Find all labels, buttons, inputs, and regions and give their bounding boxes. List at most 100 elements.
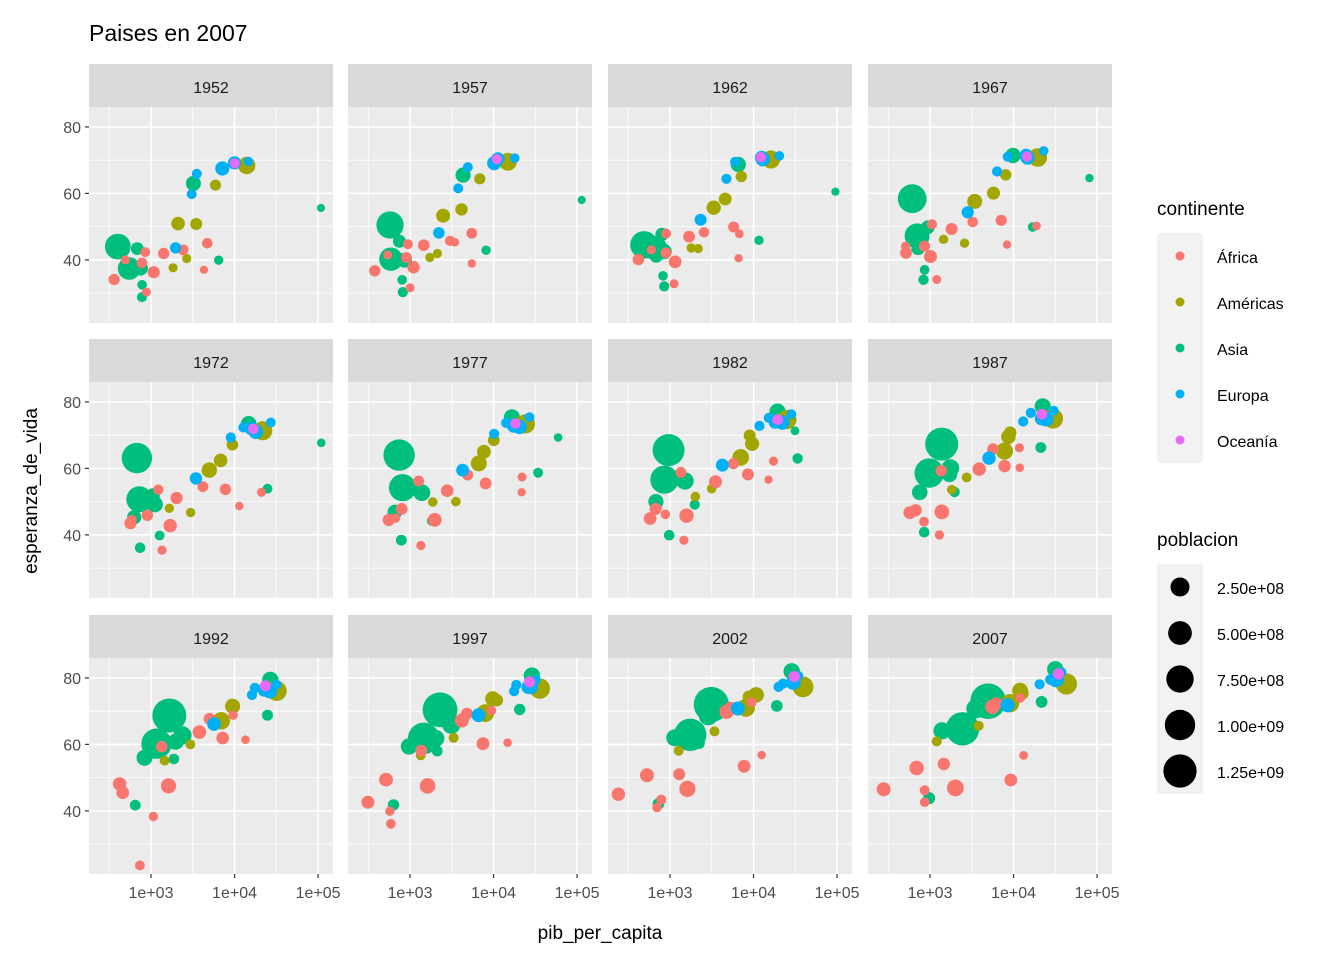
data-point — [771, 700, 783, 712]
y-tick-label: 80 — [63, 395, 81, 412]
data-point — [992, 166, 1003, 177]
data-point — [934, 504, 950, 520]
data-point — [189, 472, 203, 485]
facet-panel-1997: 1997 1e+03 1e+04 1e+05 — [348, 615, 600, 902]
data-point — [201, 462, 217, 478]
legend-label: África — [1217, 248, 1258, 267]
data-point — [153, 484, 164, 495]
data-point — [727, 458, 740, 470]
data-point — [383, 250, 393, 260]
data-point — [413, 475, 424, 487]
data-point — [660, 247, 672, 259]
data-point — [747, 697, 757, 707]
data-point — [127, 514, 137, 525]
data-point — [159, 755, 170, 766]
data-point — [909, 760, 924, 776]
data-point — [455, 203, 468, 216]
data-point — [388, 474, 417, 502]
data-point — [462, 162, 473, 173]
data-point — [734, 229, 744, 239]
data-point — [369, 265, 381, 277]
data-point — [402, 239, 413, 250]
data-point — [116, 786, 130, 799]
data-point — [1034, 679, 1045, 690]
data-point — [652, 802, 662, 813]
facet-strip — [348, 339, 592, 382]
data-point — [831, 187, 840, 196]
size-legend-label: 7.50e+08 — [1217, 673, 1284, 690]
facet-panels: 1952 40 60 80 1957 1962 1967 1972 40 60 80 1977 1982… — [63, 64, 1120, 902]
facet-strip — [348, 64, 592, 107]
data-point — [1019, 751, 1028, 760]
data-point — [660, 509, 671, 520]
data-point — [919, 516, 929, 527]
data-point — [649, 502, 662, 515]
data-point — [730, 701, 745, 716]
data-point — [646, 245, 656, 255]
data-point — [216, 731, 229, 745]
data-point — [417, 239, 430, 251]
data-point — [481, 245, 491, 255]
x-tick-label: 1e+03 — [388, 885, 433, 902]
data-point — [918, 526, 930, 538]
data-point — [509, 153, 520, 163]
data-point — [688, 723, 706, 742]
data-point — [215, 161, 230, 176]
data-point — [379, 772, 393, 787]
facet-panel-1957: 1957 — [348, 64, 592, 323]
data-point — [501, 417, 512, 428]
y-tick-label: 60 — [63, 186, 81, 203]
data-point — [397, 275, 407, 285]
data-point — [897, 184, 927, 214]
data-point — [415, 744, 428, 757]
data-point — [152, 698, 187, 733]
facet-strip — [868, 339, 1112, 382]
data-point — [137, 280, 147, 290]
data-point — [508, 686, 520, 697]
data-point — [764, 475, 773, 484]
data-point — [170, 491, 183, 505]
data-point — [686, 243, 696, 253]
facet-strip-label: 1992 — [193, 631, 229, 648]
data-point — [788, 671, 800, 683]
data-point — [433, 227, 445, 239]
data-point — [947, 779, 964, 797]
data-point — [673, 745, 684, 756]
data-point — [428, 497, 438, 507]
data-point — [225, 698, 238, 712]
data-point — [192, 725, 207, 739]
data-point — [262, 709, 273, 721]
legend-label: Europa — [1217, 388, 1269, 405]
data-point — [450, 237, 460, 247]
data-point — [694, 213, 707, 226]
data-point — [1004, 426, 1017, 439]
panel-background — [348, 658, 592, 874]
data-point — [937, 757, 950, 771]
data-point — [185, 739, 196, 750]
data-point — [1015, 693, 1026, 703]
data-point — [743, 429, 756, 442]
x-tick-label: 1e+04 — [471, 885, 516, 902]
data-point — [395, 534, 407, 546]
facet-strip — [868, 64, 1112, 107]
facet-panel-1992: 1992 40 60 80 1e+03 1e+04 1e+05 — [63, 615, 341, 902]
data-point — [914, 458, 944, 488]
data-point — [259, 680, 271, 692]
data-point — [792, 453, 803, 464]
data-point — [901, 241, 911, 251]
data-point — [1002, 240, 1012, 249]
chart-title: Paises en 2007 — [89, 20, 248, 46]
data-point — [490, 694, 504, 707]
x-tick-label: 1e+04 — [991, 885, 1036, 902]
data-point — [524, 676, 536, 688]
data-point — [721, 173, 732, 184]
facet-strip-label: 2002 — [712, 631, 748, 648]
facet-strip-label: 1987 — [972, 355, 1008, 372]
facet-strip — [89, 339, 333, 382]
data-point — [419, 778, 436, 794]
data-point — [467, 259, 476, 268]
size-key-0 — [1170, 577, 1190, 597]
y-tick-label: 60 — [63, 461, 81, 478]
x-tick-label: 1e+03 — [908, 885, 953, 902]
data-point — [432, 248, 442, 259]
